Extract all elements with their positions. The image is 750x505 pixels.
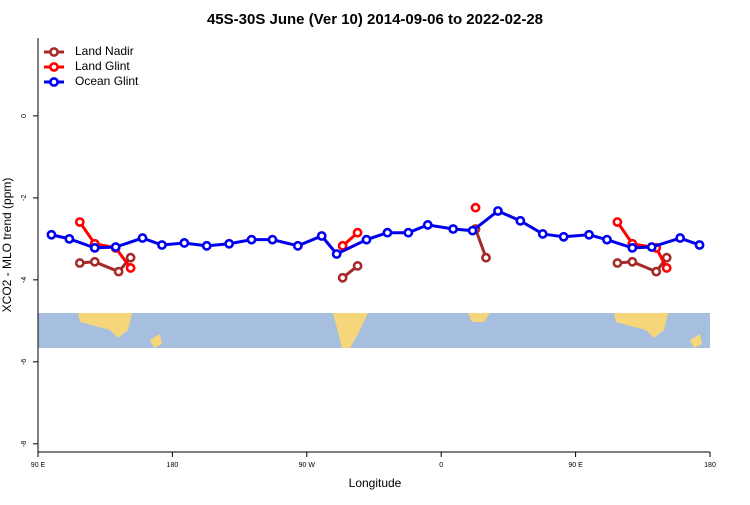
y-tick-label: -4 [21, 277, 28, 283]
data-point [675, 233, 686, 243]
data-point [125, 263, 136, 273]
x-axis-label: Longitude [349, 476, 402, 490]
data-point [179, 238, 190, 248]
data-point [74, 217, 85, 227]
y-tick-label: 0 [21, 114, 28, 118]
data-point [403, 227, 414, 238]
data-point [337, 240, 348, 251]
data-point [694, 240, 705, 250]
chart-title: 45S-30S June (Ver 10) 2014-09-06 to 2022… [207, 11, 543, 28]
data-point [382, 227, 393, 238]
legend-marker [49, 62, 59, 72]
data-point [352, 227, 363, 238]
data-point [646, 242, 657, 252]
data-point [612, 217, 623, 227]
legend-marker [49, 77, 59, 87]
data-point [361, 234, 372, 245]
data-point [224, 238, 235, 249]
data-point [137, 233, 148, 243]
x-tick-label: 180 [704, 462, 716, 469]
legend-label: Land Nadir [75, 44, 134, 58]
legend-label: Land Glint [75, 59, 130, 73]
data-point [515, 215, 526, 226]
data-point [651, 266, 662, 277]
data-point [584, 229, 594, 240]
data-point [537, 229, 548, 239]
y-axis-label: XCO2 - MLO trend (ppm) [0, 178, 14, 313]
series-line [79, 228, 668, 279]
data-point [246, 234, 257, 245]
data-point [201, 240, 212, 251]
data-point [661, 252, 672, 263]
data-point [113, 266, 124, 277]
data-point [448, 224, 459, 234]
x-tick-label: 180 [167, 462, 179, 469]
data-point [470, 202, 481, 213]
data-point [627, 256, 638, 267]
data-point [316, 231, 327, 241]
data-point [661, 263, 672, 273]
y-tick-label: -6 [21, 359, 28, 365]
data-point [157, 240, 167, 250]
data-point [46, 229, 57, 240]
data-point [64, 233, 75, 244]
data-point [467, 225, 478, 236]
data-point [89, 242, 100, 253]
series-line [51, 209, 701, 256]
legend-marker [49, 47, 59, 57]
data-point [74, 258, 85, 268]
data-point [602, 234, 612, 245]
y-tick-label: -8 [21, 441, 28, 447]
data-point [337, 272, 348, 283]
data-point [558, 231, 569, 242]
data-point [422, 220, 433, 230]
x-tick-label: 90 E [568, 462, 583, 469]
data-point [292, 240, 303, 251]
data-point [352, 261, 363, 271]
x-tick-label: 90 E [31, 462, 46, 469]
data-point [481, 252, 491, 263]
data-point [331, 249, 342, 259]
x-tick-label: 0 [439, 462, 443, 469]
data-point [125, 252, 136, 263]
map-band [38, 313, 710, 348]
data-point [493, 206, 503, 216]
data-point [612, 258, 623, 268]
data-point [89, 256, 100, 267]
y-tick-label: -2 [21, 195, 28, 201]
x-tick-label: 90 W [299, 462, 316, 469]
data-point [267, 234, 278, 245]
legend-label: Ocean Glint [75, 74, 139, 88]
data-point [110, 242, 121, 252]
data-point [627, 242, 638, 253]
